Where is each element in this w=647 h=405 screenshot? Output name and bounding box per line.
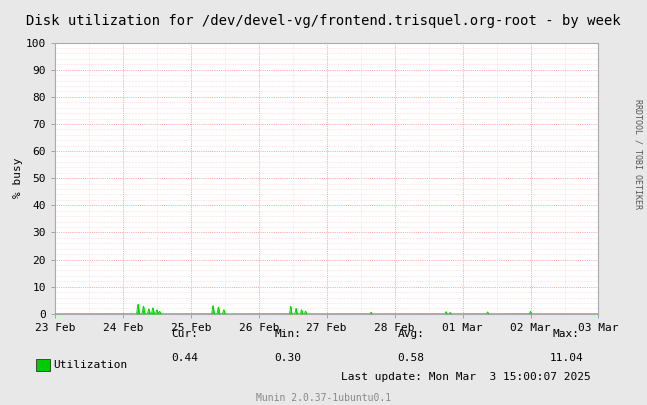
Text: Last update: Mon Mar  3 15:00:07 2025: Last update: Mon Mar 3 15:00:07 2025 [341, 373, 591, 382]
Text: 11.04: 11.04 [549, 354, 583, 363]
Text: 0.44: 0.44 [171, 354, 198, 363]
Text: Disk utilization for /dev/devel-vg/frontend.trisquel.org-root - by week: Disk utilization for /dev/devel-vg/front… [26, 14, 621, 28]
Text: 0.30: 0.30 [274, 354, 302, 363]
Text: RRDTOOL / TOBI OETIKER: RRDTOOL / TOBI OETIKER [633, 99, 642, 209]
Y-axis label: % busy: % busy [13, 158, 23, 198]
Text: Munin 2.0.37-1ubuntu0.1: Munin 2.0.37-1ubuntu0.1 [256, 393, 391, 403]
Text: Utilization: Utilization [54, 360, 128, 370]
Text: Cur:: Cur: [171, 329, 198, 339]
Text: Avg:: Avg: [397, 329, 424, 339]
Text: Min:: Min: [274, 329, 302, 339]
Text: 0.58: 0.58 [397, 354, 424, 363]
Text: Max:: Max: [553, 329, 580, 339]
